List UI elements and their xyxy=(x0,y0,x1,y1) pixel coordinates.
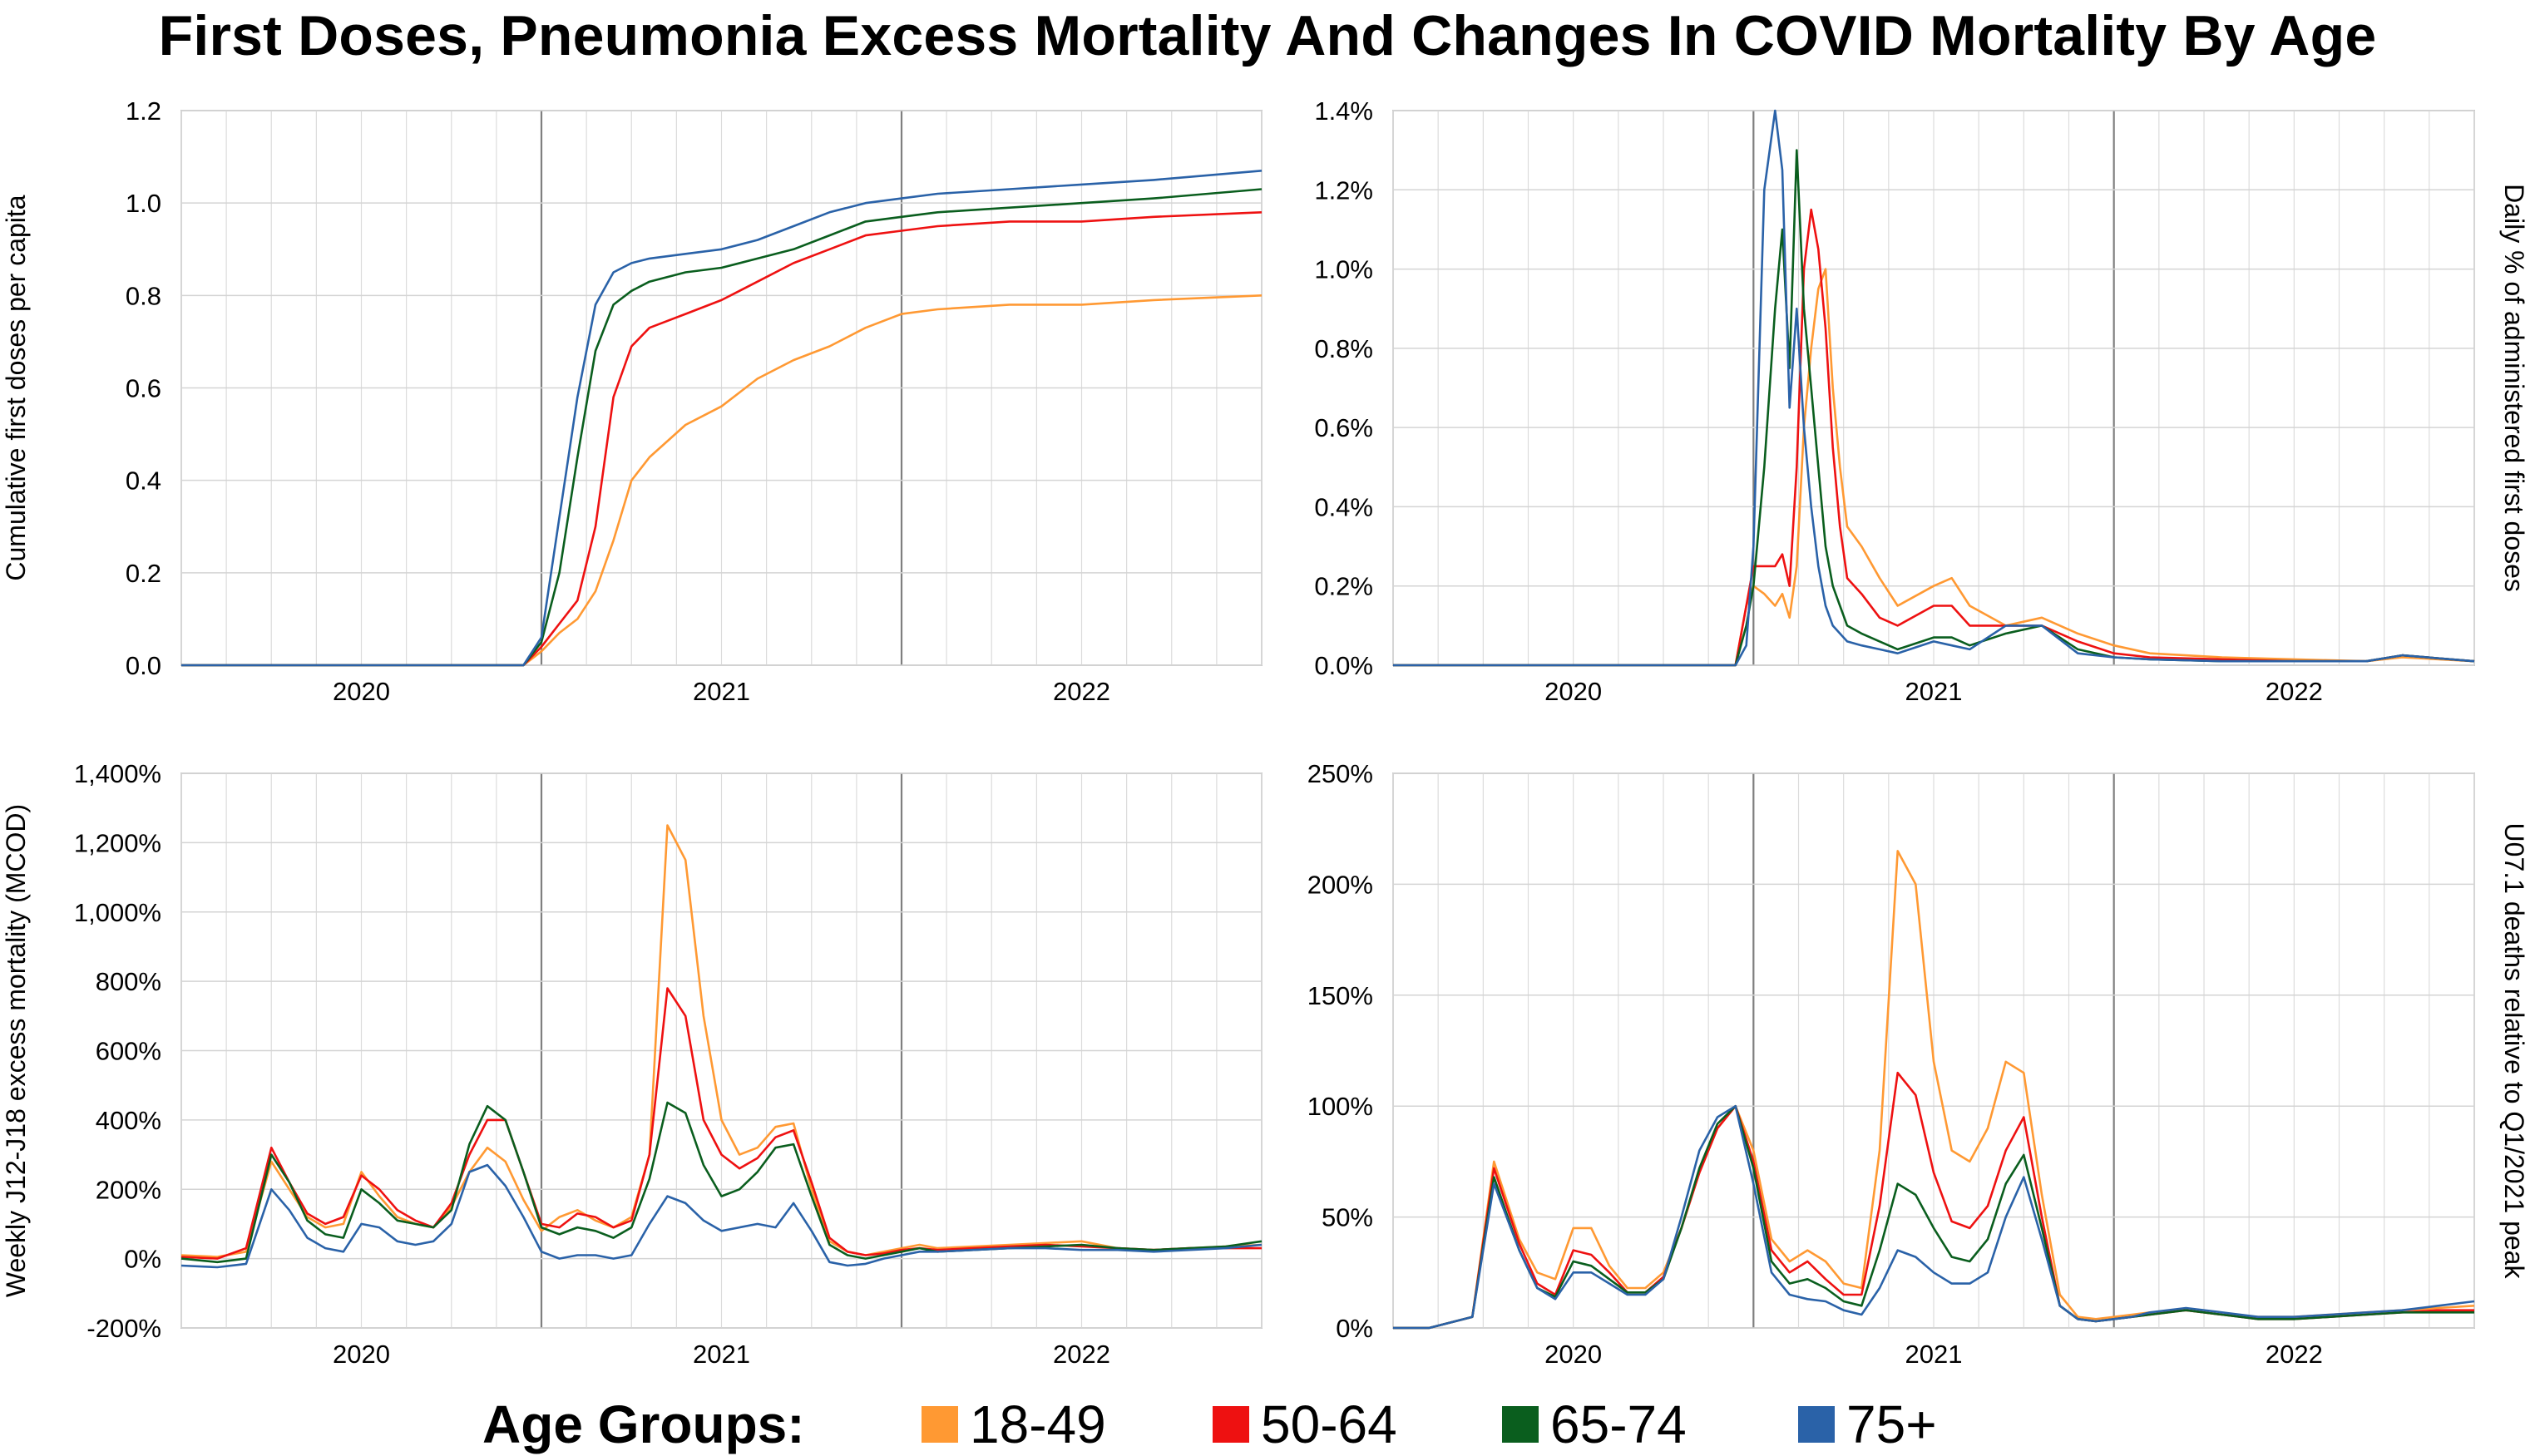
panel-2-y-axis-label: Daily % of administered first doses xyxy=(2499,184,2529,592)
panel-2-x-tick-label: 2021 xyxy=(1905,677,1963,706)
panel-1-series-75plus xyxy=(181,170,1263,667)
panel-4-series-75plus xyxy=(1393,1104,2475,1330)
panel-2-series-50-64 xyxy=(1393,208,2475,667)
legend-item-18-49: 18-49 xyxy=(922,1394,1106,1454)
panel-3-y-tick-label: 400% xyxy=(96,1106,161,1135)
panel-4-y-tick-label: 50% xyxy=(1322,1203,1373,1232)
panel-2-y-tick-label: 0.4% xyxy=(1314,492,1373,521)
panel-2-y-tick-label: 0.0% xyxy=(1314,651,1373,680)
panel-1-y-tick-label: 1.2 xyxy=(126,96,161,126)
legend-swatch-75plus xyxy=(1798,1406,1835,1443)
panel-3-y-tick-label: 200% xyxy=(96,1175,161,1204)
panel-3-x-tick-label: 2020 xyxy=(333,1340,390,1369)
chart-title: First Doses, Pneumonia Excess Mortality … xyxy=(158,4,2377,67)
legend-title: Age Groups: xyxy=(482,1394,805,1454)
panel-2-y-tick-label: 0.6% xyxy=(1314,413,1373,442)
panel-2-y-tick-label: 1.0% xyxy=(1314,255,1373,284)
panel-3-y-tick-label: 1,400% xyxy=(74,759,161,788)
panel-2-x-tick-label: 2022 xyxy=(2266,677,2323,706)
panel-1-y-tick-label: 0.4 xyxy=(126,466,161,496)
panel-3-x-tick-label: 2021 xyxy=(693,1340,750,1369)
legend-item-65-74: 65-74 xyxy=(1502,1394,1687,1454)
legend-label-18-49: 18-49 xyxy=(970,1394,1106,1454)
panel-1-x-tick-label: 2020 xyxy=(333,677,390,706)
panel-3-y-tick-label: 800% xyxy=(96,967,161,996)
panel-1-x-tick-label: 2021 xyxy=(693,677,750,706)
panel-4-x-tick-label: 2022 xyxy=(2266,1340,2323,1369)
panel-1-series-18-49 xyxy=(181,294,1263,667)
panel-2-x-tick-label: 2020 xyxy=(1544,677,1602,706)
legend-label-65-74: 65-74 xyxy=(1550,1394,1687,1454)
panel-2-series-75plus xyxy=(1393,109,2475,667)
panel-1-y-tick-label: 0.0 xyxy=(126,651,161,680)
legend-label-50-64: 50-64 xyxy=(1261,1394,1397,1454)
panel-3-series-18-49 xyxy=(180,824,1263,1258)
panel-4-series-65-74 xyxy=(1393,1104,2474,1330)
legend-label-75plus: 75+ xyxy=(1846,1394,1937,1454)
legend-swatch-18-49 xyxy=(922,1406,958,1443)
panel-4-x-tick-label: 2020 xyxy=(1544,1340,1602,1369)
panel-2-series-18-49 xyxy=(1393,268,2475,667)
panel-3-y-tick-label: 600% xyxy=(96,1037,161,1066)
panel-3-x-tick-label: 2022 xyxy=(1053,1340,1110,1369)
panel-4-x-tick-label: 2021 xyxy=(1905,1340,1963,1369)
panel-2-y-tick-label: 0.2% xyxy=(1314,572,1373,601)
legend: Age Groups: 18-49 50-64 65-74 75+ xyxy=(0,1387,2535,1454)
panel-3-y-axis-label: Weekly J12-J18 excess mortality (MCOD) xyxy=(1,804,31,1297)
panel-2-y-tick-label: 0.8% xyxy=(1314,334,1373,363)
legend-item-50-64: 50-64 xyxy=(1213,1394,1397,1454)
panel-4-y-axis-label: U07.1 deaths relative to Q1/2021 peak xyxy=(2499,823,2529,1280)
panel-4-y-tick-label: 100% xyxy=(1307,1092,1373,1121)
panel-4-y-tick-label: 150% xyxy=(1307,981,1373,1010)
panel-2-y-tick-label: 1.2% xyxy=(1314,175,1373,205)
panel-1-y-tick-label: 0.8 xyxy=(126,281,161,310)
panel-1-y-tick-label: 1.0 xyxy=(126,189,161,218)
panel-1-series-50-64 xyxy=(181,211,1263,667)
legend-swatch-50-64 xyxy=(1213,1406,1249,1443)
panel-3-series-50-64 xyxy=(180,987,1262,1260)
panel-1-y-tick-label: 0.2 xyxy=(126,559,161,588)
panel-4-y-tick-label: 200% xyxy=(1307,870,1373,899)
legend-item-75plus: 75+ xyxy=(1798,1394,1937,1454)
panel-4-y-tick-label: 250% xyxy=(1307,759,1373,788)
panel-1-y-axis-label: Cumulative first doses per capita xyxy=(1,195,31,580)
legend-swatch-65-74 xyxy=(1502,1406,1539,1443)
panel-1-series-65-74 xyxy=(181,188,1263,667)
panel-3-y-tick-label: 1,200% xyxy=(74,828,161,857)
panel-3-y-tick-label: -200% xyxy=(86,1314,161,1343)
panel-1-x-tick-label: 2022 xyxy=(1053,677,1110,706)
panel-1-y-tick-label: 0.6 xyxy=(126,374,161,403)
panel-4-y-tick-label: 0% xyxy=(1336,1314,1373,1343)
panel-3-series-75plus xyxy=(180,1163,1263,1269)
panel-3-y-tick-label: 0% xyxy=(124,1245,161,1274)
panel-2-y-tick-label: 1.4% xyxy=(1314,96,1373,126)
panel-3-y-tick-label: 1,000% xyxy=(74,898,161,927)
